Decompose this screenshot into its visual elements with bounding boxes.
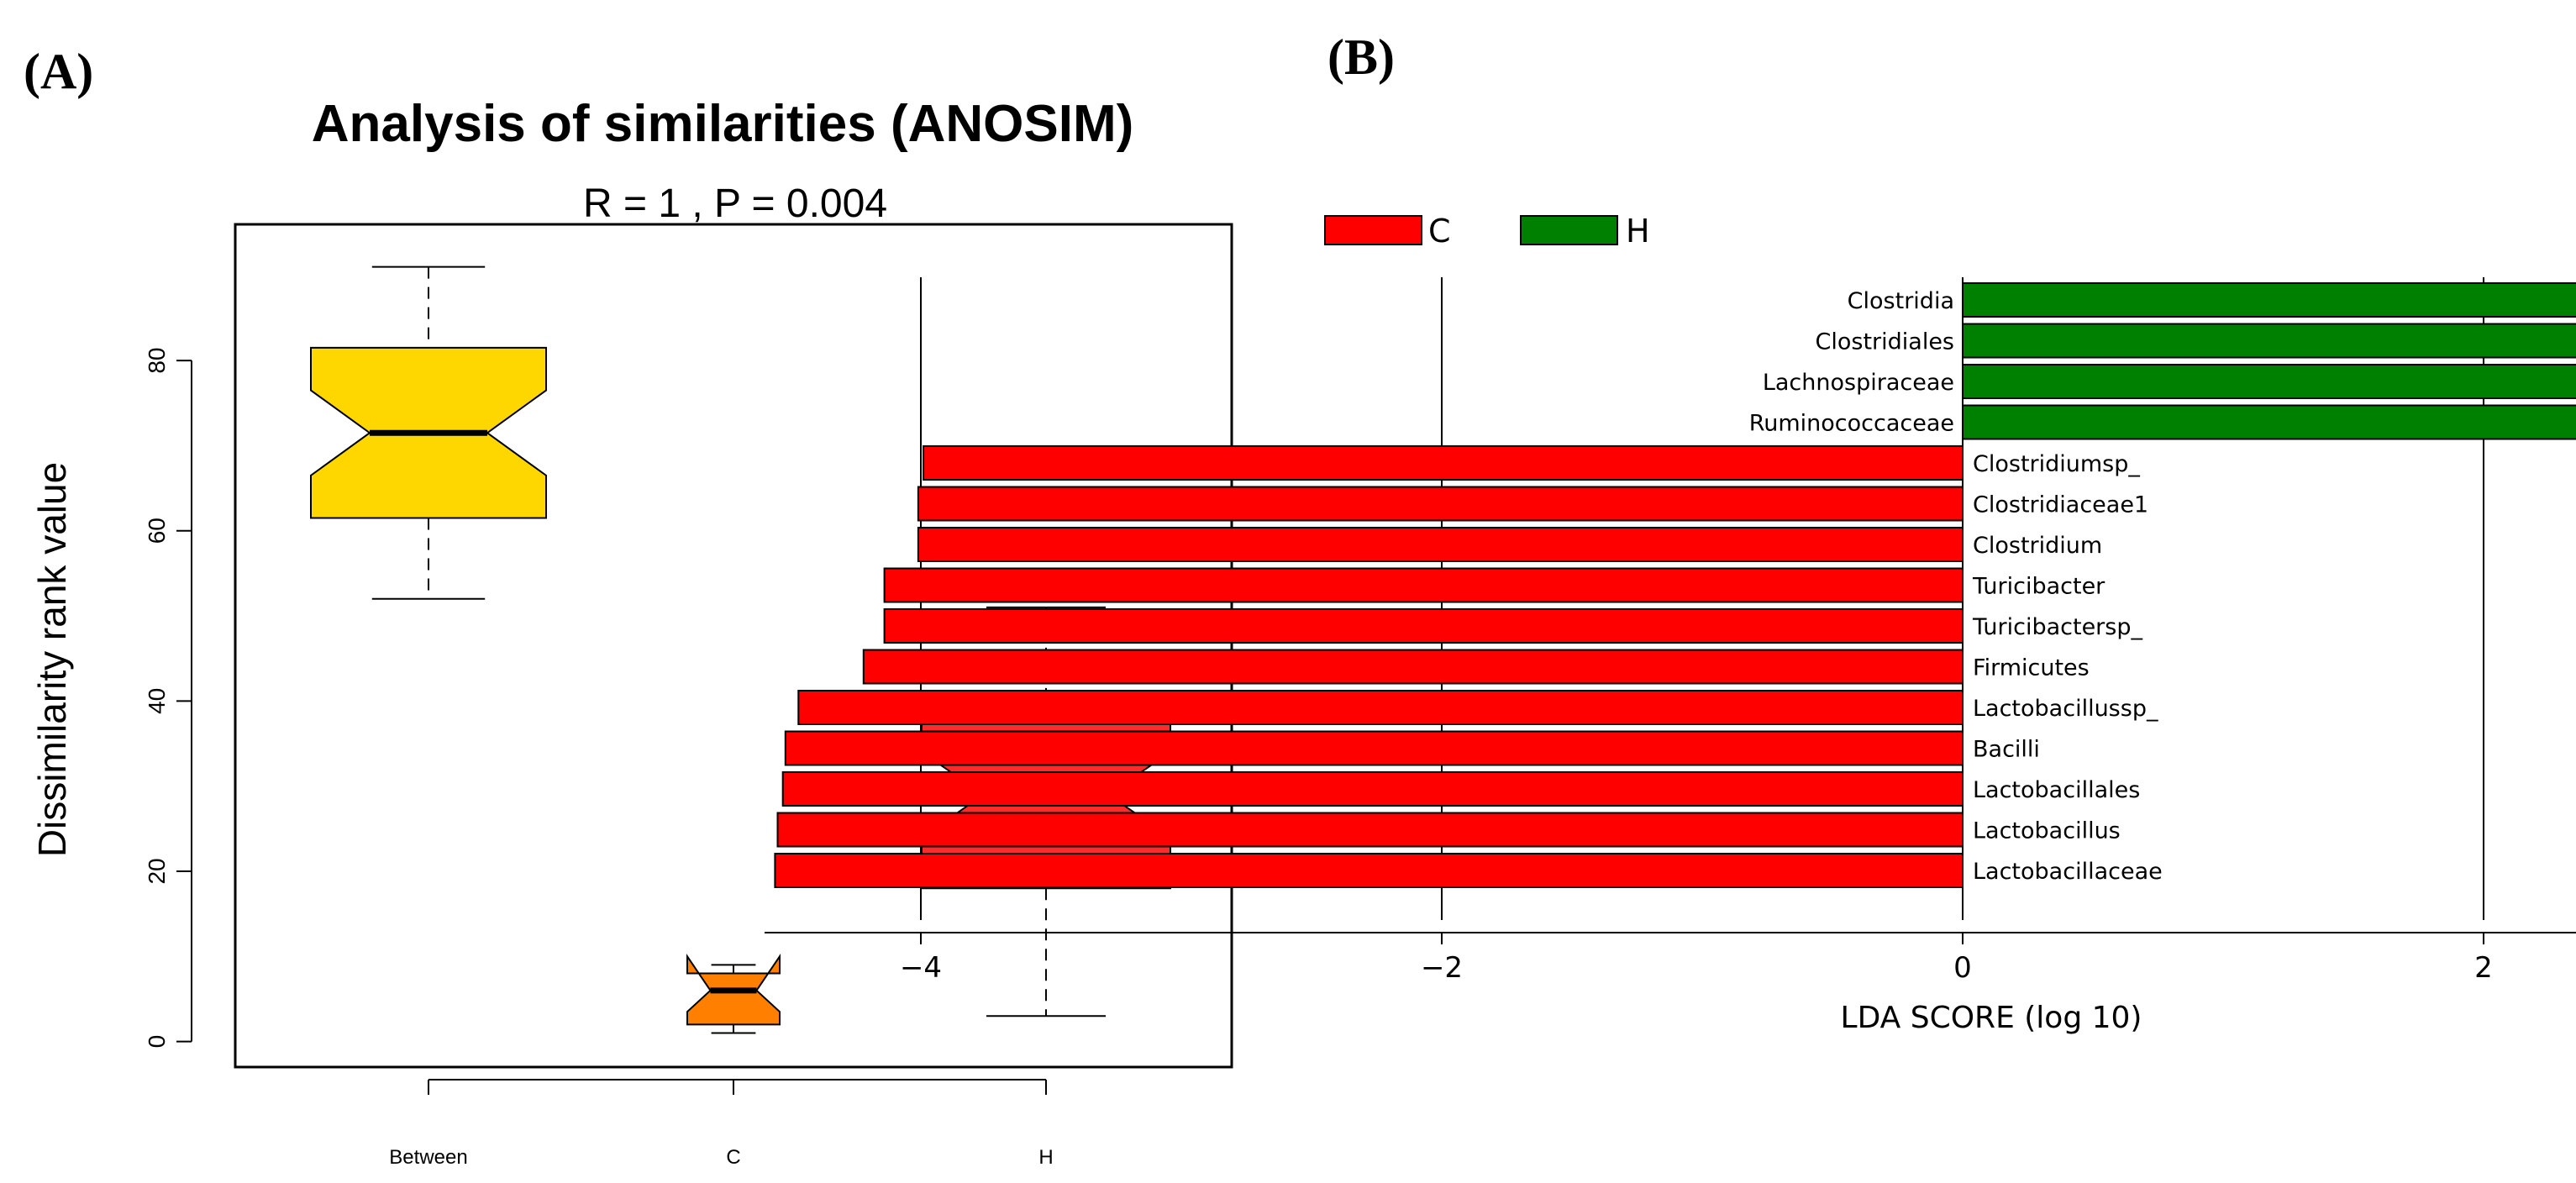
panel-a-label: (A) xyxy=(24,44,93,99)
bar-row-turicibactersp-: Turicibactersp_ xyxy=(883,608,2142,644)
bar xyxy=(797,690,1964,725)
bar-row-clostridia: Clostridia xyxy=(1848,282,2576,318)
y-axis-title: Dissimilarity rank value xyxy=(30,462,74,857)
y-tick-label: 80 xyxy=(144,348,170,374)
box-c xyxy=(686,954,781,1034)
x-axis-b: −4−2024 xyxy=(765,932,2576,985)
x-tick-label-c: C xyxy=(726,1146,740,1169)
bar-row-clostridiumsp-: Clostridiumsp_ xyxy=(923,445,2140,481)
bar xyxy=(1962,282,2576,318)
bar-label: Lactobacillaceae xyxy=(1973,859,2163,885)
x-tick-label-b: −4 xyxy=(900,951,942,985)
bar xyxy=(776,812,1964,848)
bar-label: Turicibacter xyxy=(1972,574,2105,600)
bar-label: Clostridiales xyxy=(1816,329,1955,355)
x-axis-title-b: LDA SCORE (log 10) xyxy=(1841,1001,2142,1035)
bar xyxy=(774,853,1964,888)
bar-label: Bacilli xyxy=(1973,737,2040,763)
bar-label: Clostridium xyxy=(1973,533,2102,559)
plot-frame-a xyxy=(234,223,1233,1069)
bar-row-lactobacillaceae: Lactobacillaceae xyxy=(774,853,2163,888)
lda-bars: Clostridia Clostridiales Lachnospiraceae Ru… xyxy=(774,282,2576,888)
bar-row-lachnospiraceae: Lachnospiraceae xyxy=(1763,364,2576,399)
legend-swatch-c xyxy=(1324,215,1422,245)
bar-row-lactobacillus: Lactobacillus xyxy=(776,812,2121,848)
bar-row-firmicutes: Firmicutes xyxy=(862,649,2090,685)
y-tick-label: 20 xyxy=(144,858,170,884)
bar-row-clostridiaceae1: Clostridiaceae1 xyxy=(917,486,2148,522)
bar xyxy=(781,771,1964,807)
bar-row-clostridiales: Clostridiales xyxy=(1816,323,2576,359)
bar xyxy=(883,567,1964,603)
bar xyxy=(1962,364,2576,399)
bar xyxy=(917,486,1964,522)
box-between xyxy=(310,266,547,600)
bar-label: Firmicutes xyxy=(1973,655,2090,681)
legend-swatch-h xyxy=(1520,215,1618,245)
bar-label: Clostridiumsp_ xyxy=(1973,451,2140,477)
bar-row-lactobacillussp-: Lactobacillussp_ xyxy=(797,690,2158,725)
panel-b-label: (B) xyxy=(1327,29,1395,85)
bar xyxy=(784,730,1964,766)
x-axis-a: Between C H xyxy=(389,1079,1054,1169)
bar xyxy=(1962,404,2576,440)
x-tick-label-between: Between xyxy=(389,1146,467,1169)
bar xyxy=(883,608,1964,644)
bar-row-ruminococcaceae: Ruminococcaceae xyxy=(1749,404,2576,440)
x-tick-label-h: H xyxy=(1038,1146,1053,1169)
legend-label-h: H xyxy=(1626,213,1650,250)
x-tick-label-b: −2 xyxy=(1421,951,1463,985)
x-tick-label-b: 2 xyxy=(2474,951,2493,985)
bar-label: Clostridia xyxy=(1848,288,1954,314)
bar-label: Lactobacillus xyxy=(1973,818,2121,844)
bar-row-turicibacter: Turicibacter xyxy=(883,567,2105,603)
bar-label: Lachnospiraceae xyxy=(1763,370,1954,396)
bar-label: Lactobacillussp_ xyxy=(1973,696,2158,722)
bar xyxy=(923,445,1964,481)
bar-label: Turicibactersp_ xyxy=(1972,614,2142,640)
bar-label: Lactobacillales xyxy=(1973,777,2140,803)
bar xyxy=(1962,323,2576,359)
bar xyxy=(862,649,1964,685)
bar-row-bacilli: Bacilli xyxy=(784,730,2040,766)
bar-label: Clostridiaceae1 xyxy=(1973,492,2148,518)
x-tick-label-b: 0 xyxy=(1953,951,1972,985)
chart-title: Analysis of similarities (ANOSIM) xyxy=(312,95,1133,153)
legend-label-c: C xyxy=(1428,213,1451,250)
bar xyxy=(917,527,1964,562)
y-axis-a: 0 20 40 60 80 xyxy=(144,348,192,1049)
bar-label: Ruminococcaceae xyxy=(1749,411,1954,437)
bar-row-clostridium: Clostridium xyxy=(917,527,2102,562)
y-tick-label: 40 xyxy=(144,688,170,714)
bar-row-lactobacillales: Lactobacillales xyxy=(781,771,2140,807)
chart-subtitle: R = 1 , P = 0.004 xyxy=(583,181,887,226)
y-tick-label: 0 xyxy=(144,1035,170,1049)
y-tick-label: 60 xyxy=(144,518,170,544)
